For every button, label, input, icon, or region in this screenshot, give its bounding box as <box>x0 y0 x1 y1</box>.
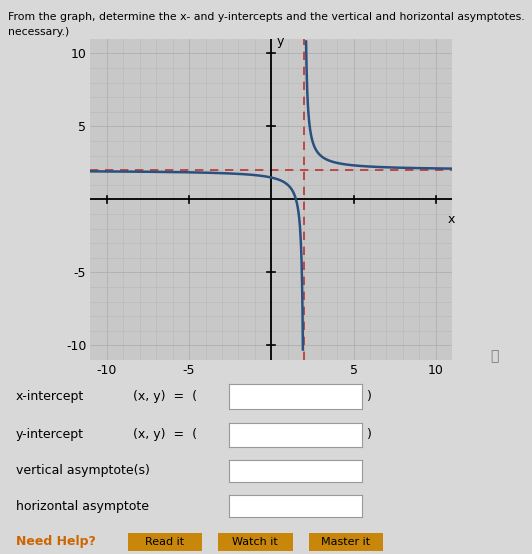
Text: (x, y)  =  (: (x, y) = ( <box>133 428 197 442</box>
Text: y: y <box>276 35 284 48</box>
Text: x: x <box>447 213 455 225</box>
Text: From the graph, determine the x- and y-intercepts and the vertical and horizonta: From the graph, determine the x- and y-i… <box>8 12 525 22</box>
Text: Watch it: Watch it <box>232 537 278 547</box>
Text: ⓘ: ⓘ <box>491 349 499 363</box>
Text: necessary.): necessary.) <box>8 27 69 37</box>
Text: vertical asymptote(s): vertical asymptote(s) <box>16 464 150 478</box>
Text: x-intercept: x-intercept <box>16 389 84 403</box>
Text: (x, y)  =  (: (x, y) = ( <box>133 389 197 403</box>
Text: ): ) <box>367 428 372 442</box>
Text: Read it: Read it <box>145 537 185 547</box>
Text: ): ) <box>367 389 372 403</box>
Text: horizontal asymptote: horizontal asymptote <box>16 500 149 514</box>
Text: Master it: Master it <box>321 537 370 547</box>
Text: y-intercept: y-intercept <box>16 428 84 442</box>
Text: Need Help?: Need Help? <box>16 535 96 548</box>
